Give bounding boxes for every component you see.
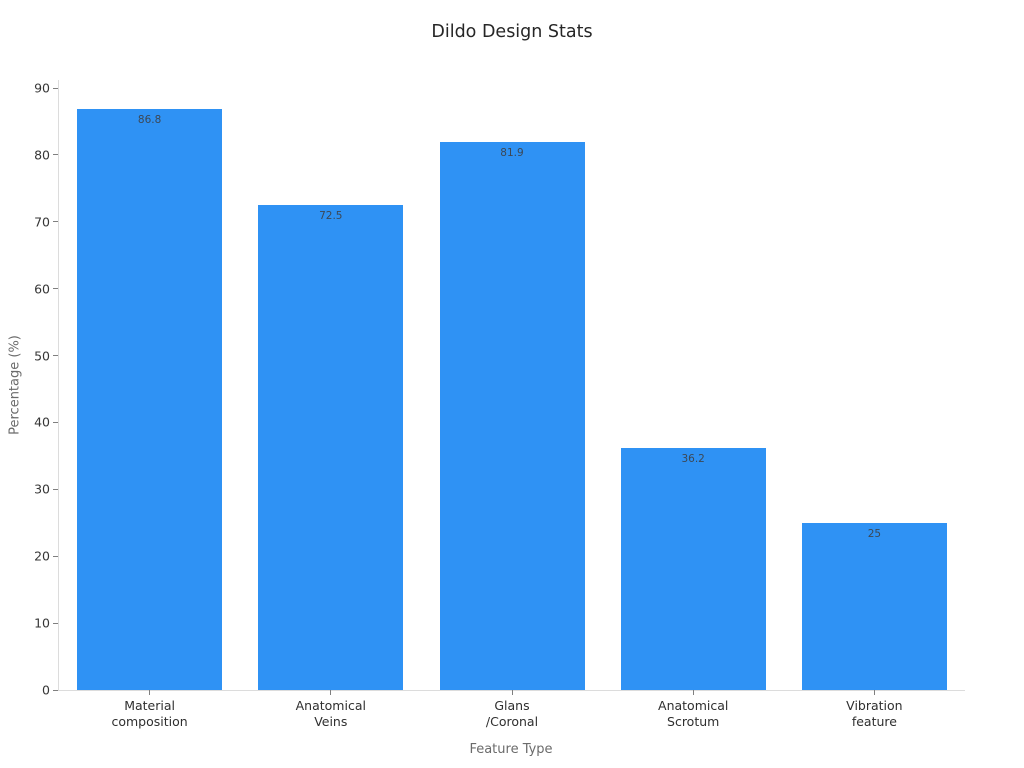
y-axis-title: Percentage (%) — [7, 335, 23, 435]
y-tick-mark — [53, 555, 58, 557]
y-tick-label: 40 — [34, 414, 50, 430]
x-category-label: Anatomical Scrotum — [658, 698, 729, 729]
x-category-label: Glans /Coronal — [485, 698, 539, 729]
y-tick-mark — [53, 622, 58, 624]
y-tick-label: 50 — [34, 348, 50, 364]
x-category-label: Material composition — [111, 698, 188, 729]
bar: 81.9 — [439, 142, 585, 690]
y-tick-label: 80 — [34, 147, 50, 163]
bar-value-label: 86.8 — [137, 114, 162, 127]
x-axis-title: Feature Type — [469, 742, 553, 757]
plot-area: 0 10 20 30 40 50 60 70 80 90 86.8 Material composit… — [34, 80, 965, 729]
y-tick-label: 20 — [34, 548, 50, 564]
y-tick-mark — [53, 154, 58, 156]
y-tick-label: 0 — [42, 682, 50, 698]
y-tick-label: 30 — [34, 481, 50, 497]
x-category-label: Anatomical Veins — [295, 698, 366, 729]
x-category-label: Vibration feature — [846, 698, 903, 729]
y-tick-mark — [53, 87, 58, 89]
bar: 86.8 — [77, 109, 223, 690]
y-tick-label: 70 — [34, 214, 50, 230]
bar: 72.5 — [258, 205, 404, 690]
y-tick-mark — [53, 421, 58, 423]
chart-title: Dildo Design Stats — [431, 22, 593, 42]
x-tick-mark — [692, 690, 694, 695]
bar-value-label: 81.9 — [500, 147, 524, 160]
y-tick-label: 10 — [34, 615, 50, 631]
x-tick-mark — [511, 690, 513, 695]
bar: 36.2 — [620, 447, 766, 690]
y-tick-mark — [53, 221, 58, 223]
y-tick-mark — [53, 288, 58, 290]
x-tick-mark — [873, 690, 875, 695]
y-tick-label: 60 — [34, 281, 50, 297]
bar-value-label: 25 — [867, 527, 882, 540]
y-tick-mark — [53, 689, 58, 691]
bar-value-label: 72.5 — [319, 210, 343, 223]
x-tick-mark — [330, 690, 332, 695]
bar: 25 — [801, 522, 947, 690]
y-tick-mark — [53, 488, 58, 490]
x-tick-mark — [149, 690, 151, 695]
y-tick-label: 90 — [34, 80, 50, 96]
y-tick-mark — [53, 355, 58, 357]
bar-value-label: 36.2 — [681, 452, 705, 465]
